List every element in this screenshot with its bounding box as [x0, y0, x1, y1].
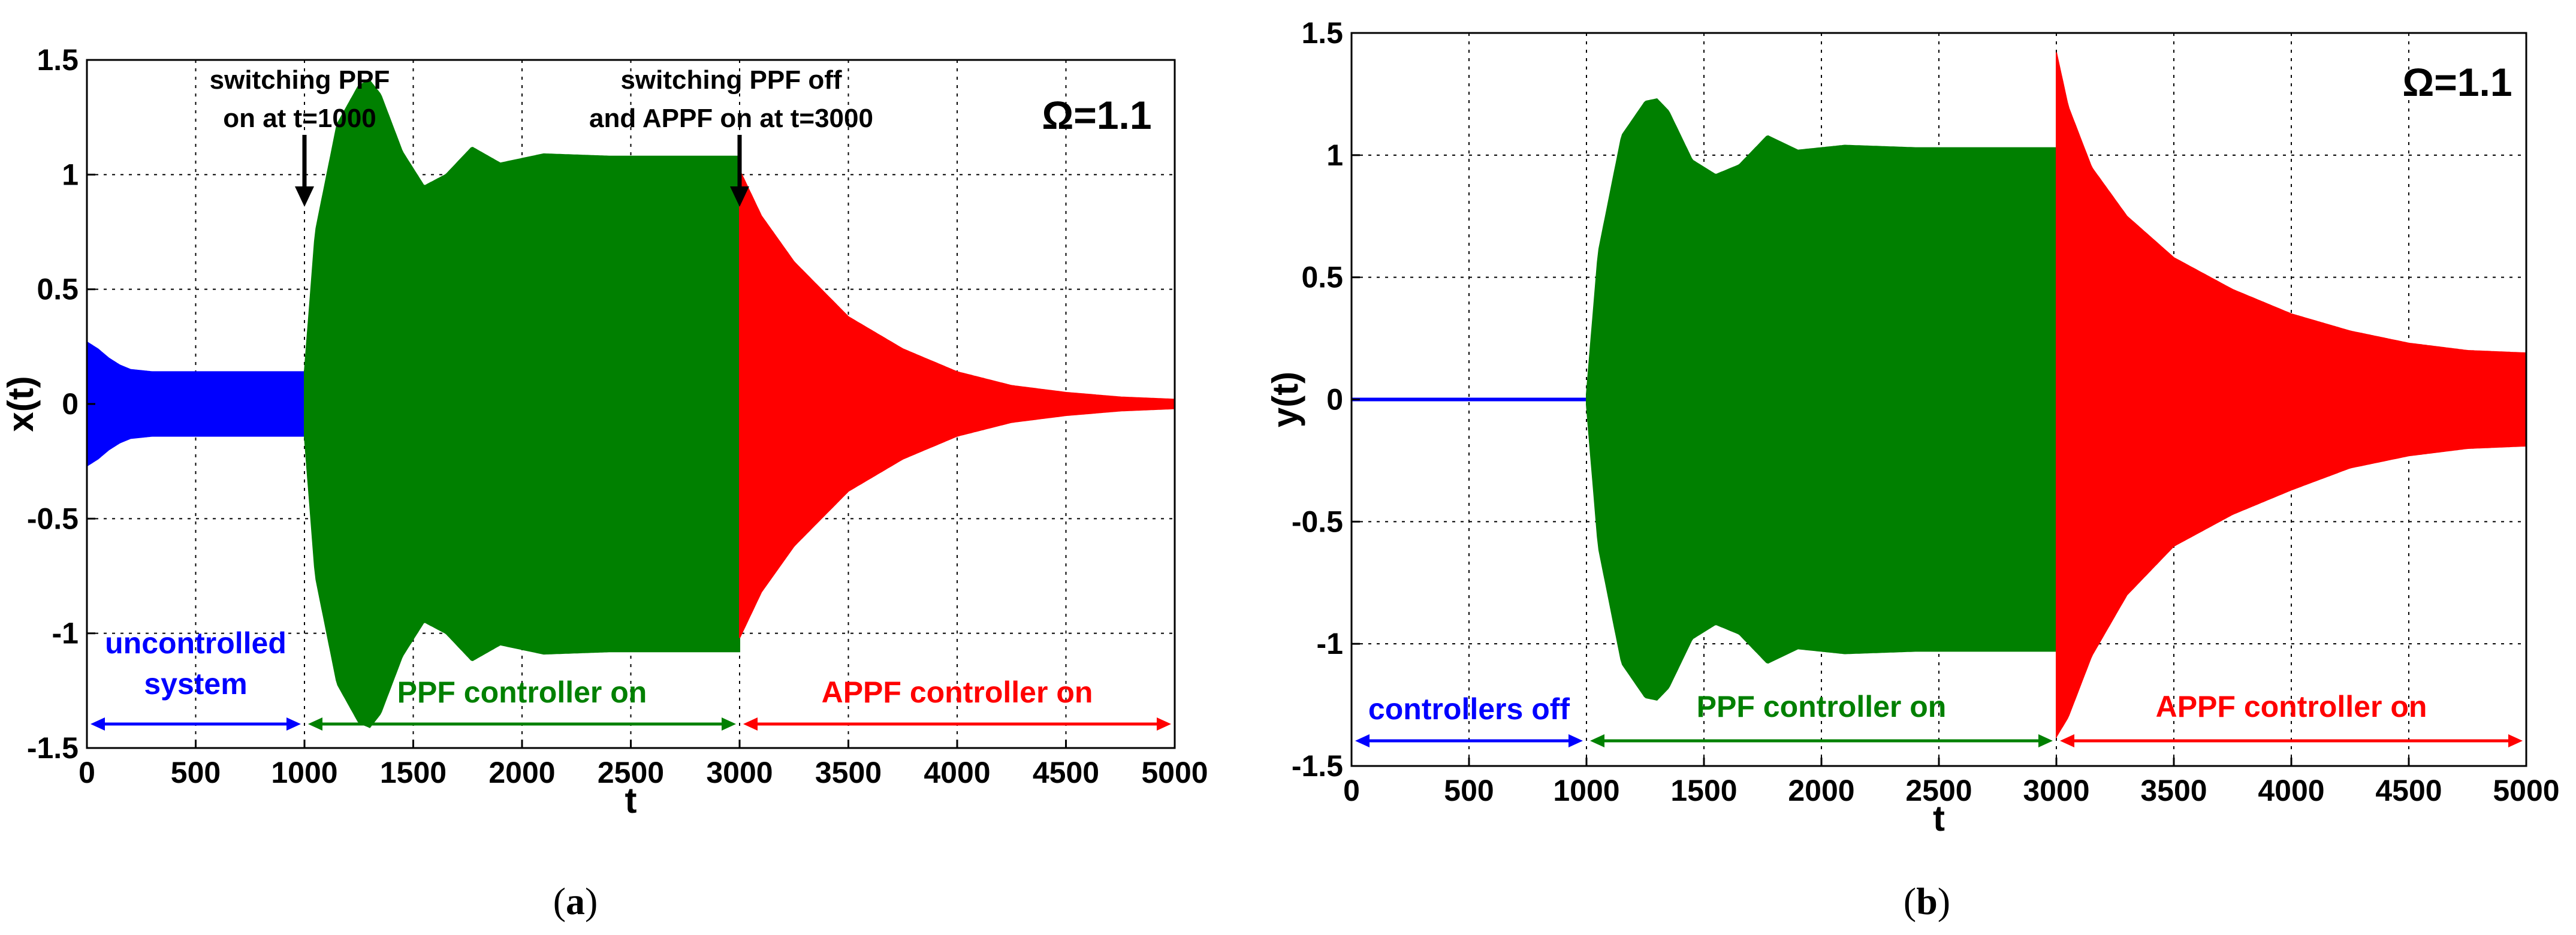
- region-label: system: [144, 667, 247, 701]
- annotation-arrowhead: [295, 186, 314, 207]
- x-tick-label: 5000: [1141, 756, 1208, 789]
- x-tick-label: 2500: [1905, 774, 1972, 807]
- x-tick-label: 5000: [2493, 774, 2559, 807]
- x-tick-label: 4500: [2375, 774, 2442, 807]
- x-tick-label: 2500: [598, 756, 664, 789]
- panel-caption: (a): [553, 880, 598, 922]
- x-tick-label: 0: [1343, 774, 1360, 807]
- y-tick-label: -1: [1317, 627, 1343, 660]
- y-tick-label: 0: [1326, 383, 1343, 417]
- omega-label: Ω=1.1: [2402, 60, 2512, 104]
- annotation-arrowhead: [730, 186, 749, 207]
- omega-label: Ω=1.1: [1042, 93, 1151, 137]
- region-arrowhead-right: [722, 717, 736, 731]
- region-arrowhead-right: [1568, 734, 1583, 747]
- y-tick-label: 1: [1326, 138, 1343, 172]
- annotation-text: switching PPF on at t=1000: [210, 65, 390, 133]
- region-arrowhead-left: [743, 717, 758, 731]
- x-tick-label: 4000: [924, 756, 990, 789]
- x-tick-label: 4000: [2258, 774, 2324, 807]
- y-axis-label: x(t): [1, 376, 41, 432]
- y-tick-label: 1.5: [1301, 16, 1343, 50]
- x-tick-label: 500: [1444, 774, 1494, 807]
- region-arrowhead-left: [2060, 734, 2074, 747]
- panel-caption: (b): [1904, 880, 1950, 922]
- x-tick-label: 1500: [1670, 774, 1737, 807]
- x-tick-label: 0: [79, 756, 95, 789]
- y-tick-label: -0.5: [27, 502, 79, 535]
- x-tick-label: 3500: [815, 756, 882, 789]
- region-label: controllers off: [1368, 692, 1570, 726]
- region-arrowhead-right: [286, 717, 301, 731]
- region-label: PPF controller on: [1697, 690, 1947, 723]
- x-tick-label: 500: [171, 756, 221, 789]
- x-axis-label: t: [625, 780, 637, 821]
- y-tick-label: 0: [62, 387, 79, 421]
- x-tick-label: 2000: [488, 756, 555, 789]
- region-arrowhead-right: [1157, 717, 1171, 731]
- y-tick-label: -0.5: [1292, 505, 1343, 538]
- x-tick-label: 1000: [271, 756, 337, 789]
- region-arrowhead-left: [1355, 734, 1370, 747]
- region-arrowhead-right: [2038, 734, 2053, 747]
- y-axis-label: y(t): [1265, 372, 1305, 427]
- y-tick-label: 0.5: [37, 273, 79, 306]
- x-tick-label: 2000: [1788, 774, 1854, 807]
- chart-panel-a: uncontrolled system PPF controller on APPF…: [1, 43, 1208, 922]
- x-tick-label: 4500: [1033, 756, 1099, 789]
- annotation-text: switching PPF off and APPF on at t=3000: [589, 65, 873, 133]
- region-label: APPF controller on: [2156, 690, 2427, 723]
- y-tick-label: -1: [52, 617, 79, 650]
- x-tick-label: 1500: [380, 756, 447, 789]
- x-tick-label: 3500: [2140, 774, 2207, 807]
- x-tick-label: 1000: [1553, 774, 1619, 807]
- y-tick-label: 1.5: [37, 43, 79, 77]
- x-tick-label: 3000: [2023, 774, 2089, 807]
- region-arrowhead-left: [91, 717, 105, 731]
- y-tick-label: 0.5: [1301, 261, 1343, 294]
- series-controllers-off: controllers off: [1351, 397, 1587, 402]
- region-label: PPF controller on: [397, 675, 647, 709]
- y-tick-label: -1.5: [1292, 749, 1343, 783]
- region-label: uncontrolled: [105, 626, 286, 660]
- x-tick-label: 3000: [706, 756, 773, 789]
- region-label: APPF controller on: [822, 675, 1093, 709]
- series-ppf-controller-on: PPF controller on: [1586, 98, 2057, 701]
- region-arrowhead-right: [2508, 734, 2523, 747]
- region-arrowhead-left: [1590, 734, 1604, 747]
- y-tick-label: 1: [62, 158, 79, 191]
- x-axis-label: t: [1933, 798, 1945, 839]
- region-arrowhead-left: [308, 717, 322, 731]
- series-ppf-controller-on: PPF controller on: [304, 80, 740, 728]
- y-tick-label: -1.5: [27, 731, 79, 765]
